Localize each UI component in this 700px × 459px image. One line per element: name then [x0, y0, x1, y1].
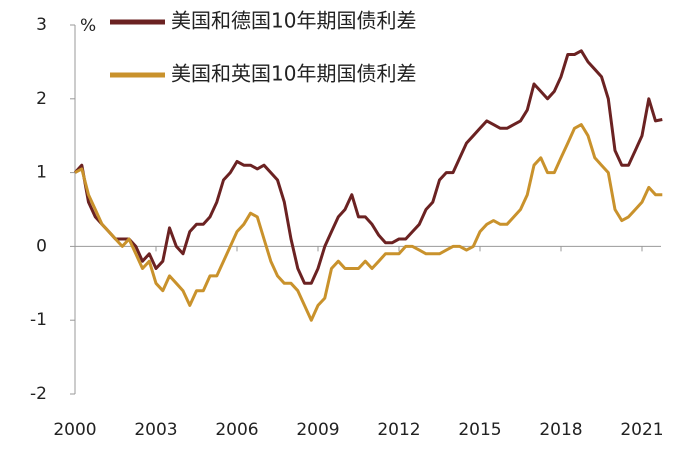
y-tick-label: 0: [36, 236, 47, 256]
x-tick-label: 2000: [53, 420, 96, 440]
x-tick-label: 2009: [296, 420, 339, 440]
unit-label: %: [80, 16, 96, 36]
y-tick-label: -1: [30, 310, 47, 330]
x-tick-label: 2006: [215, 420, 258, 440]
x-tick-label: 2003: [134, 420, 177, 440]
y-tick-label: 1: [36, 163, 47, 183]
x-tick-label: 2015: [458, 420, 501, 440]
y-tick-label: -2: [30, 384, 47, 404]
x-tick-label: 2018: [539, 420, 582, 440]
series-line: [73, 49, 663, 285]
y-tick-label: 3: [36, 15, 47, 35]
x-tick-label: 2021: [620, 420, 663, 440]
legend-label: 美国和德国10年期国债利差: [171, 9, 416, 33]
x-tick-label: 2012: [377, 420, 420, 440]
legend-label: 美国和英国10年期国债利差: [171, 62, 416, 86]
series-line: [74, 123, 663, 322]
y-tick-label: 2: [36, 89, 47, 109]
